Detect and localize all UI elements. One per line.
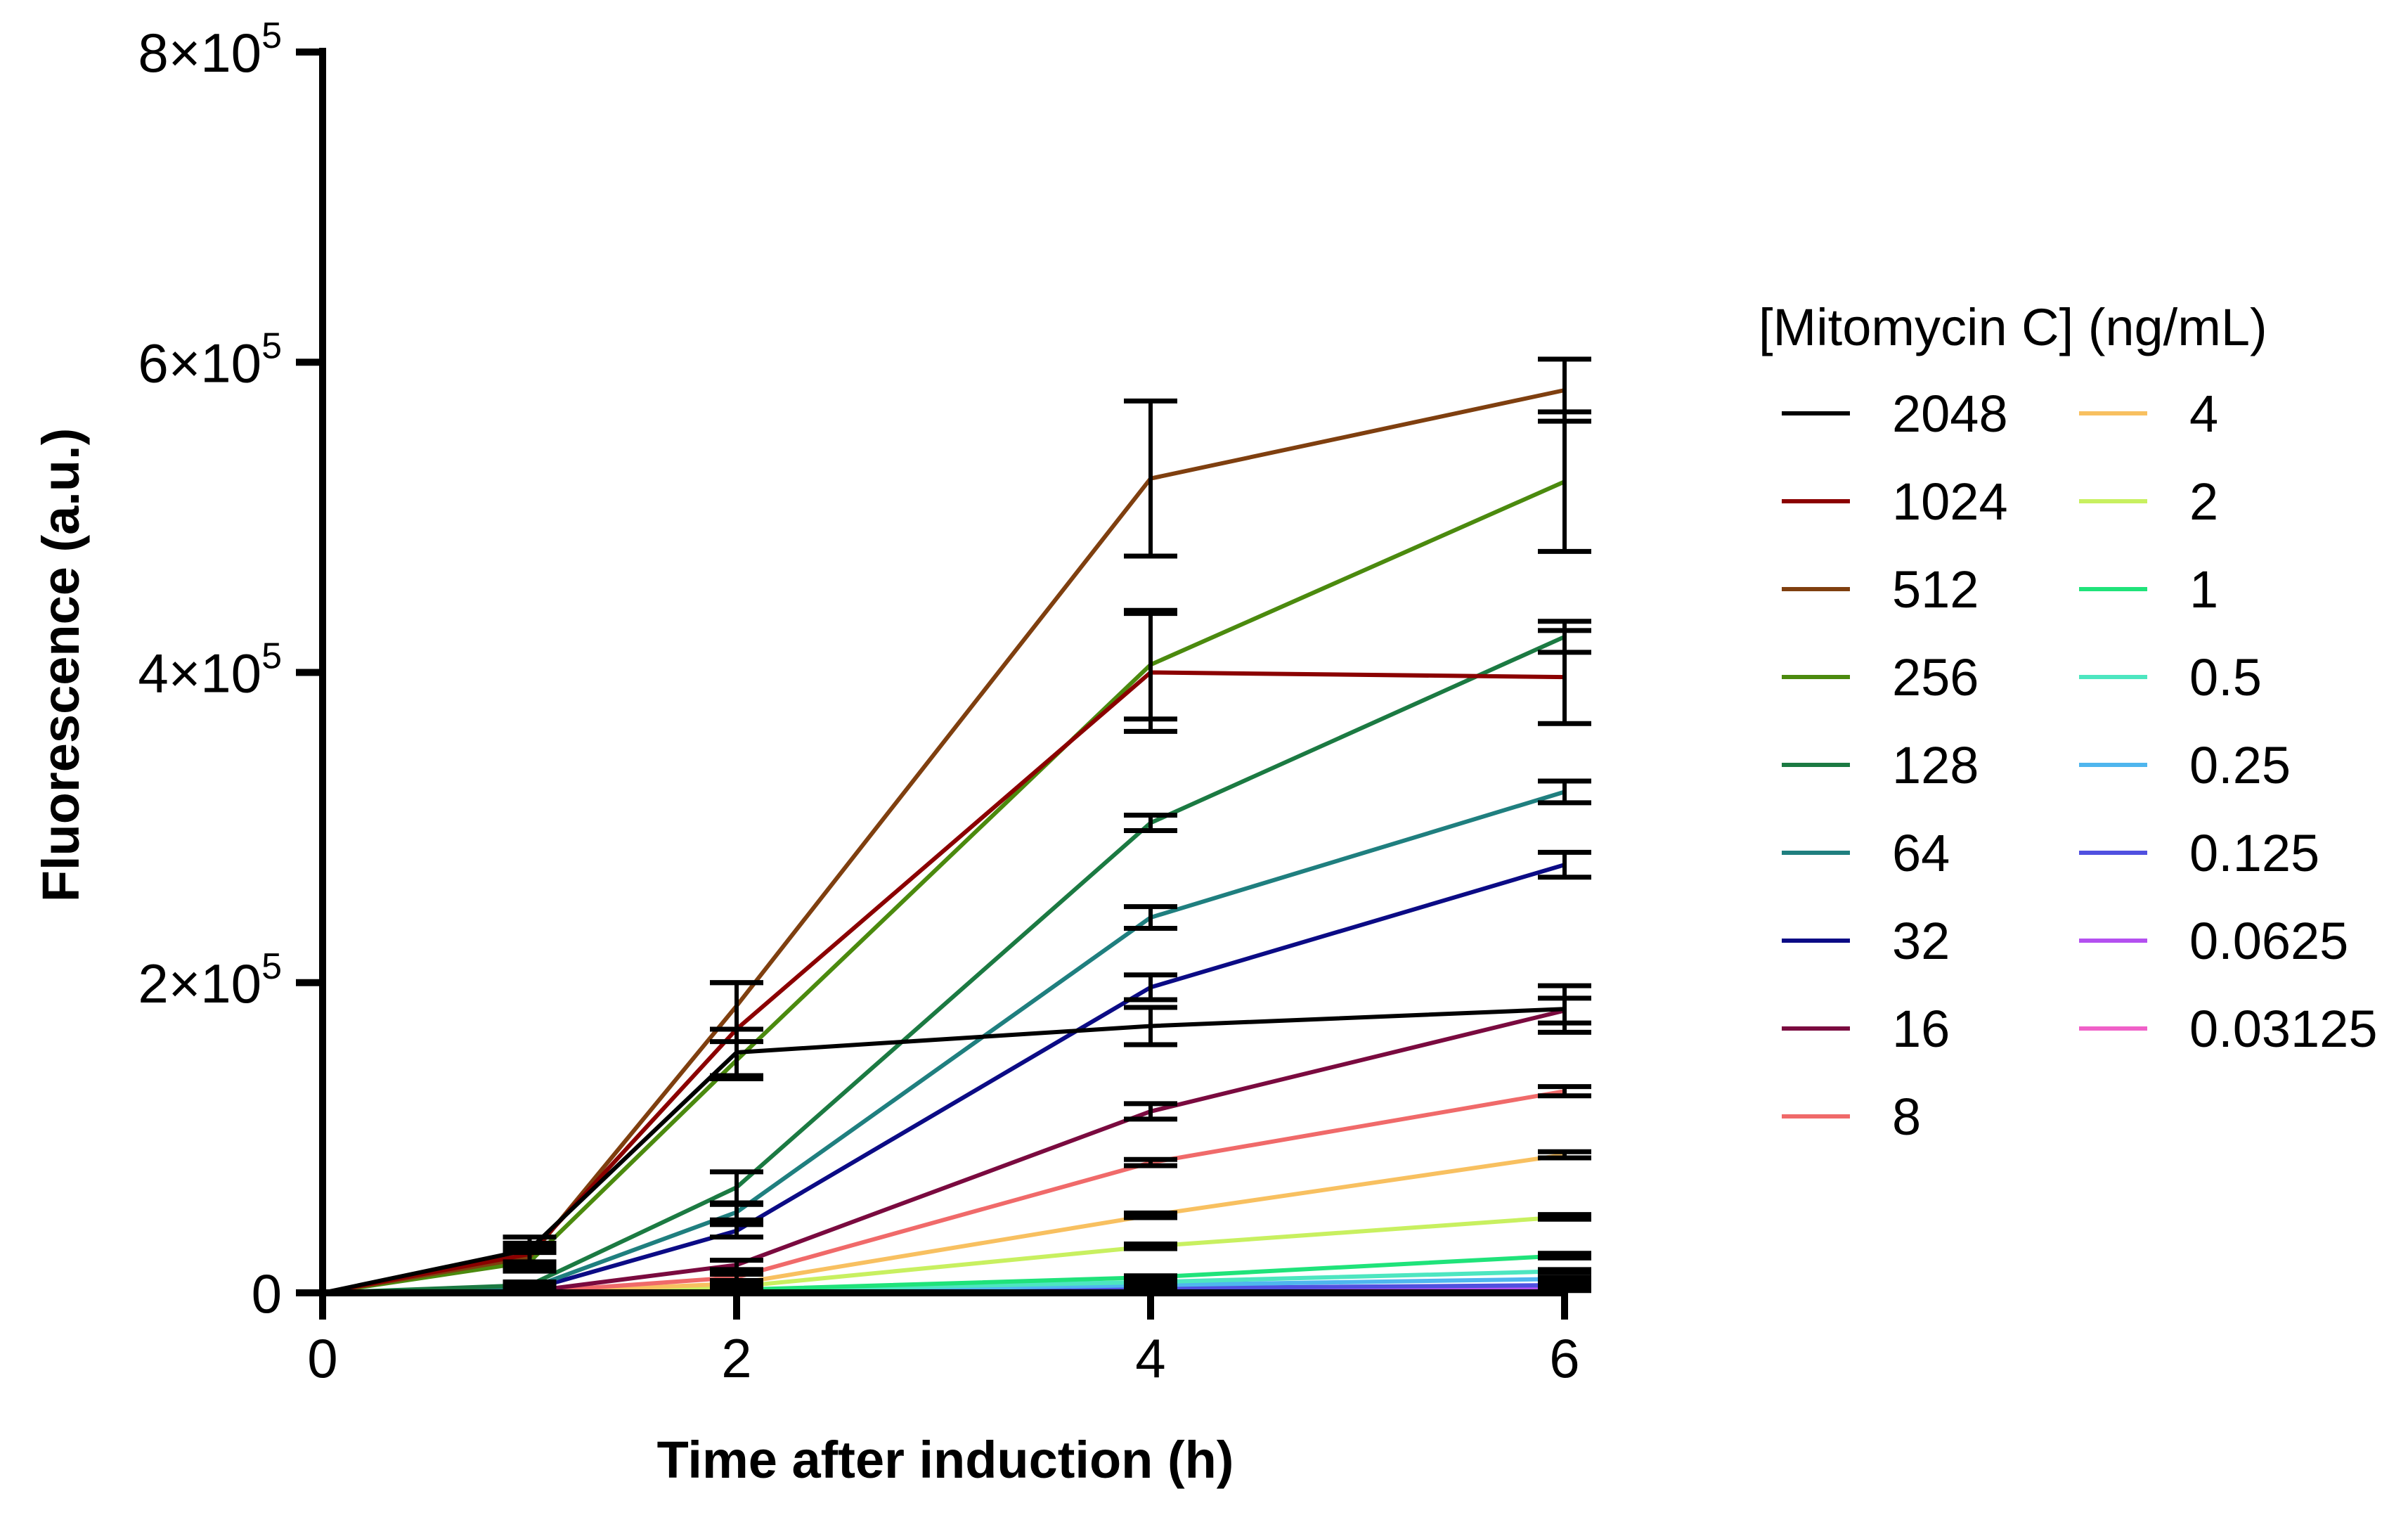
error-bar-4-x4 xyxy=(1124,1213,1177,1218)
x-tick-label-2: 2 xyxy=(721,1327,751,1389)
y-axis-title: Fluorescence (a.u.) xyxy=(32,428,90,902)
legend-item-4: 4 xyxy=(2079,385,2218,443)
x-tick-label-6: 6 xyxy=(1549,1327,1579,1389)
legend-item-256: 256 xyxy=(1782,648,1979,707)
error-bar-0.5-x6 xyxy=(1538,1270,1591,1272)
series-line-256 xyxy=(323,482,1565,1293)
y-tick-label-0: 0 xyxy=(252,1263,282,1324)
legend-item-32: 32 xyxy=(1782,912,1950,970)
x-tick-label-4: 4 xyxy=(1135,1327,1165,1389)
error-bar-8-x4 xyxy=(1124,1159,1177,1166)
legend-item-1024: 1024 xyxy=(1782,472,2008,531)
error-bar-8-x6 xyxy=(1538,1087,1591,1096)
legend-item-2: 2 xyxy=(2079,472,2218,531)
legend-item-8: 8 xyxy=(1782,1088,1921,1146)
legend-item-2048: 2048 xyxy=(1782,385,2008,443)
x-tick-label-0: 0 xyxy=(307,1327,337,1389)
series-layer xyxy=(323,390,1565,1293)
series-line-1024 xyxy=(323,673,1565,1294)
legend-label-0.25: 0.25 xyxy=(2189,736,2291,794)
legend-label-4: 4 xyxy=(2189,385,2218,443)
legend-item-0.0625: 0.0625 xyxy=(2079,912,2348,970)
legend-item-0.5: 0.5 xyxy=(2079,648,2262,707)
y-tick-label-600000: 6×105 xyxy=(138,325,282,394)
error-bar-16-x2 xyxy=(710,1261,763,1270)
legend-label-0.03125: 0.03125 xyxy=(2189,1000,2378,1058)
legend: [Mitomycin C] (ng/mL) 204810245122561286… xyxy=(1759,298,2378,1146)
series-line-512 xyxy=(323,390,1565,1293)
legend-label-64: 64 xyxy=(1892,824,1950,882)
legend-label-16: 16 xyxy=(1892,1000,1950,1058)
legend-label-0.125: 0.125 xyxy=(2189,824,2319,882)
error-bar-512-x2 xyxy=(710,983,763,1029)
error-bar-0.25-x6 xyxy=(1538,1277,1591,1280)
y-tick-label-200000: 2×105 xyxy=(138,946,282,1014)
legend-item-0.25: 0.25 xyxy=(2079,736,2291,794)
error-bar-128-x4 xyxy=(1124,815,1177,830)
series-line-64 xyxy=(323,792,1565,1293)
y-tick-label-400000: 4×105 xyxy=(138,636,282,704)
legend-item-0.125: 0.125 xyxy=(2079,824,2319,882)
legend-label-1: 1 xyxy=(2189,560,2218,619)
legend-label-0.5: 0.5 xyxy=(2189,648,2262,707)
errorbar-layer xyxy=(503,359,1592,1293)
error-bar-16-x4 xyxy=(1124,1104,1177,1119)
legend-label-256: 256 xyxy=(1892,648,1979,707)
error-bar-256-x4 xyxy=(1124,610,1177,718)
legend-title: [Mitomycin C] (ng/mL) xyxy=(1759,298,2267,356)
x-axis-title: Time after induction (h) xyxy=(657,1431,1234,1489)
y-tick-label-800000: 8×105 xyxy=(138,15,282,84)
error-bar-2-x6 xyxy=(1538,1215,1591,1220)
legend-item-16: 16 xyxy=(1782,1000,1950,1058)
error-bar-32-x6 xyxy=(1538,852,1591,877)
error-bar-32-x2 xyxy=(710,1225,763,1237)
series-line-128 xyxy=(323,637,1565,1293)
error-bar-128-x6 xyxy=(1538,621,1591,652)
legend-label-512: 512 xyxy=(1892,560,1979,619)
legend-label-8: 8 xyxy=(1892,1088,1921,1146)
legend-label-0.0625: 0.0625 xyxy=(2189,912,2348,970)
error-bar-4-x6 xyxy=(1538,1152,1591,1158)
error-bar-1-x6 xyxy=(1538,1253,1591,1258)
error-bar-64-x2 xyxy=(710,1204,763,1220)
legend-label-2: 2 xyxy=(2189,472,2218,531)
error-bar-256-x6 xyxy=(1538,412,1591,552)
error-bar-512-x4 xyxy=(1124,401,1177,556)
legend-item-0.03125: 0.03125 xyxy=(2079,1000,2378,1058)
legend-label-2048: 2048 xyxy=(1892,385,2008,443)
error-bar-2-x4 xyxy=(1124,1244,1177,1249)
legend-item-64: 64 xyxy=(1782,824,1950,882)
legend-label-128: 128 xyxy=(1892,736,1979,794)
legend-label-1024: 1024 xyxy=(1892,472,2008,531)
legend-label-32: 32 xyxy=(1892,912,1950,970)
legend-item-128: 128 xyxy=(1782,736,1979,794)
legend-item-512: 512 xyxy=(1782,560,1979,619)
legend-item-1: 1 xyxy=(2079,560,2218,619)
